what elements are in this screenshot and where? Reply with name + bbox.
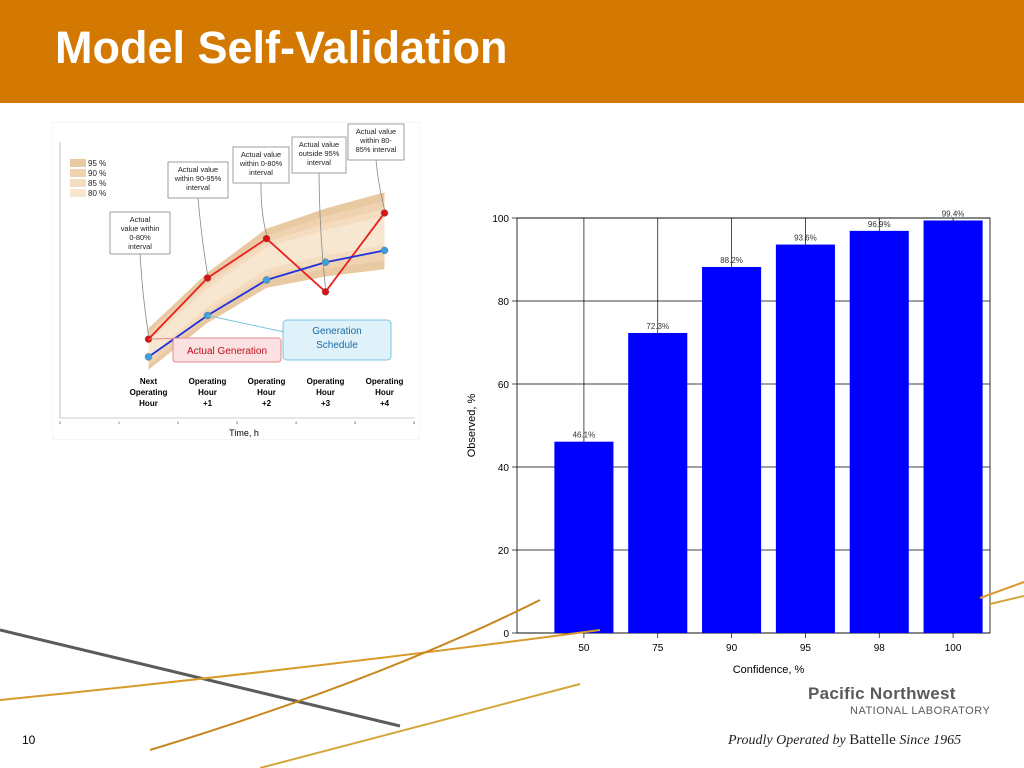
- category-label: Operating Hour +2: [248, 377, 286, 408]
- x-axis-label: Confidence, %: [733, 664, 805, 676]
- title-bar: [0, 0, 1024, 103]
- legend-swatch: [70, 169, 86, 177]
- x-tick-label: 4: [295, 420, 298, 425]
- logo-name: Pacific Northwest: [808, 684, 956, 703]
- slide-title: Model Self-Validation: [55, 22, 508, 73]
- x-tick-label: 0: [59, 420, 62, 425]
- logo-subtitle: NATIONAL LABORATORY: [850, 705, 991, 717]
- series-point: [380, 246, 389, 255]
- x-tick-label: 75: [652, 643, 664, 654]
- callout-pointer: [139, 253, 149, 336]
- validation-bar-chart: 0 20 40 60 80 100 50 75 90 95 98 100 46.1% 72.3% 88.2%…: [466, 209, 991, 676]
- callout-label: Actual value within 90-95% interval: [174, 165, 222, 192]
- tagline-brand: Battelle: [849, 732, 896, 748]
- legend-label: 85 %: [88, 179, 106, 188]
- tagline: Proudly Operated by Battelle Since 1965: [728, 732, 961, 749]
- category-label: Operating Hour +1: [189, 377, 227, 408]
- series-label: Actual Generation: [187, 346, 267, 357]
- series-point: [262, 276, 271, 284]
- series-label-pointer: [148, 337, 183, 340]
- callout-label: Actual value within 0-80% interval: [239, 150, 283, 177]
- legend-swatch: [70, 179, 86, 187]
- series-point: [203, 274, 212, 282]
- bar-data-label: 46.1%: [573, 431, 596, 440]
- tagline-pre: Proudly Operated by: [728, 733, 850, 748]
- series-label: Generation Schedule: [312, 326, 361, 351]
- x-tick-label: 3: [236, 420, 239, 425]
- pnnl-logo: Pacific Northwest NATIONAL LABORATORY: [808, 684, 998, 717]
- legend-label: 95 %: [88, 159, 106, 168]
- series-label-box: [282, 319, 392, 361]
- series-label-box: [172, 337, 282, 363]
- callout-box: [232, 146, 290, 184]
- x-tick-label: 90: [726, 643, 738, 654]
- bar-data-label: 72.3%: [646, 322, 669, 331]
- bar-90: [702, 266, 762, 633]
- bar-data-label: 96.9%: [868, 220, 891, 229]
- bar-75: [628, 332, 688, 633]
- decorative-swoosh: [0, 581, 1024, 768]
- callout-pointer: [260, 182, 267, 235]
- y-tick-label: 60: [498, 380, 510, 391]
- legend-swatch: [70, 189, 86, 197]
- x-tick-label: 2: [177, 420, 180, 425]
- x-tick-label: 95: [800, 643, 812, 654]
- x-tick-label: 98: [874, 643, 886, 654]
- category-label: Operating Hour +4: [366, 377, 404, 408]
- series-point: [380, 209, 389, 217]
- bar-95: [775, 244, 835, 633]
- callout-label: Actual value within 80-85% interval: [356, 127, 397, 154]
- bar-data-label: 88.2%: [720, 256, 743, 265]
- callout-pointer: [318, 172, 326, 288]
- callout-box: [347, 123, 405, 161]
- legend-swatch: [70, 159, 86, 167]
- confidence-band-80: [148, 216, 385, 357]
- callout-box: [167, 161, 229, 199]
- x-axis-label: Time, h: [229, 428, 259, 438]
- x-tick-label: 5: [354, 420, 357, 425]
- forecast-chart: 0 1 2 3 4 5 6 95 %90 %85 %80 % Next Operating Hour…: [52, 122, 420, 440]
- y-axis-label: Observed, %: [466, 393, 478, 457]
- x-tick-label: 100: [945, 643, 962, 654]
- y-tick-label: 0: [503, 629, 509, 640]
- y-tick-label: 40: [498, 463, 510, 474]
- series-point: [321, 288, 330, 296]
- series-point: [321, 258, 330, 267]
- x-tick-label: 6: [413, 420, 416, 425]
- x-tick-label: 50: [578, 643, 590, 654]
- slide-number: 10: [22, 733, 36, 747]
- bar-98: [849, 230, 909, 634]
- callout-pointer: [375, 159, 385, 210]
- category-label: Operating Hour +3: [307, 377, 345, 408]
- series-point: [262, 234, 271, 243]
- bar-50: [554, 441, 614, 633]
- callout-pointer: [197, 197, 208, 275]
- y-tick-label: 80: [498, 297, 510, 308]
- x-tick-label: 1: [118, 420, 121, 425]
- bar-data-label: 93.6%: [794, 234, 817, 243]
- legend-label: 90 %: [88, 169, 106, 178]
- tagline-post: Since 1965: [895, 733, 962, 748]
- series-point: [144, 353, 153, 361]
- series-label-pointer: [207, 314, 285, 333]
- y-tick-label: 20: [498, 546, 510, 557]
- bar-100: [923, 220, 983, 634]
- category-label: Next Operating Hour: [130, 377, 168, 408]
- callout-label: Actual value within 0-80% interval: [121, 215, 160, 251]
- callout-label: Actual value outside 95% interval: [299, 140, 340, 167]
- bar-data-label: 99.4%: [942, 209, 965, 218]
- legend-label: 80 %: [88, 189, 106, 198]
- y-tick-label: 100: [492, 214, 509, 225]
